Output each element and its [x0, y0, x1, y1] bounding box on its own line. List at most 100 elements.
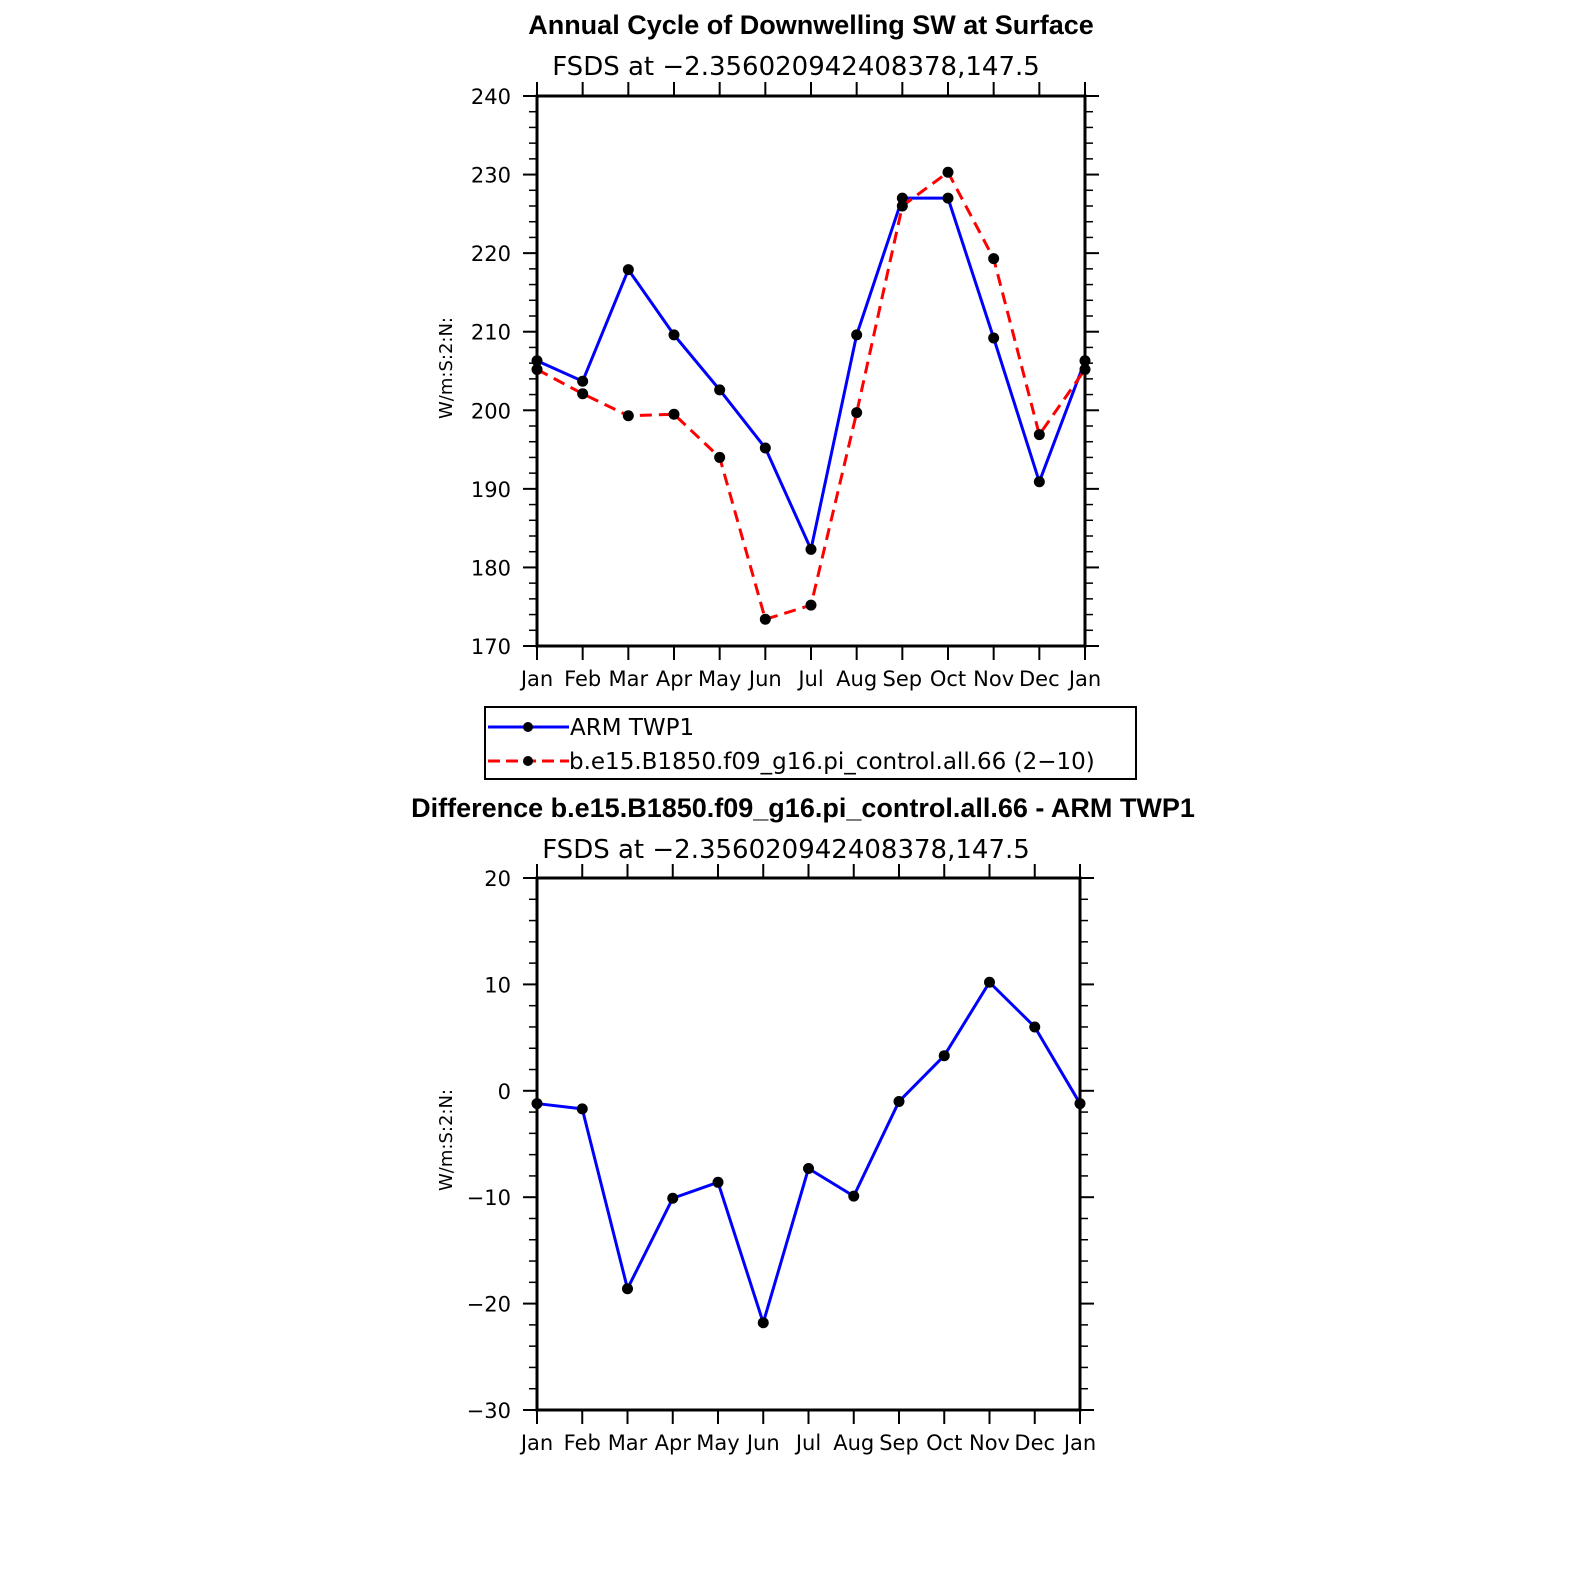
x-tick-label: May [698, 667, 741, 691]
chart2-series [531, 976, 1086, 1329]
x-tick-label: Aug [836, 667, 877, 691]
chart1-y-axis-label: W/m:S:2:N: [436, 317, 457, 419]
x-tick-label: Oct [926, 1431, 962, 1455]
data-point [714, 451, 726, 463]
data-point [759, 442, 771, 454]
data-point [988, 332, 1000, 344]
chart1-subtitle: FSDS at −2.356020942408378,147.5 [552, 52, 1040, 82]
legend-arm-label: ARM TWP1 [570, 715, 694, 741]
x-tick-label: Nov [973, 667, 1014, 691]
x-tick-label: Dec [1014, 1431, 1055, 1455]
x-tick-label: Sep [879, 1431, 919, 1455]
x-tick-label: Jul [794, 1431, 821, 1455]
data-point [984, 976, 995, 988]
data-point [622, 410, 634, 422]
data-point [759, 613, 771, 625]
chart2-axes [523, 864, 1094, 1424]
data-point [803, 1162, 814, 1174]
data-point [805, 543, 817, 555]
data-point [531, 363, 543, 375]
x-tick-label: Mar [608, 1431, 648, 1455]
data-point [531, 355, 543, 367]
data-point [848, 1190, 860, 1202]
series-line-0 [536, 980, 1082, 1325]
plot-frame [535, 876, 1082, 1412]
data-point [942, 192, 954, 204]
data-point [712, 1176, 724, 1188]
data-point [896, 200, 908, 212]
data-point [1074, 1098, 1086, 1110]
y-tick-label: 10 [484, 973, 511, 997]
legend-box [484, 706, 1137, 780]
chart2-y-axis-label: W/m:S:2:N: [436, 1089, 457, 1191]
data-point [942, 166, 954, 178]
y-tick-label: −10 [467, 1186, 511, 1210]
data-point [896, 192, 908, 204]
data-point [1079, 355, 1091, 367]
y-tick-label: 170 [471, 635, 511, 659]
data-point [1079, 363, 1091, 375]
legend-model-marker [523, 756, 533, 766]
data-point [805, 599, 817, 611]
x-tick-label: Apr [655, 1431, 692, 1455]
y-tick-label: 190 [471, 478, 511, 502]
data-point [893, 1095, 905, 1107]
data-point [1029, 1021, 1041, 1033]
x-tick-label: Sep [883, 667, 923, 691]
data-point [714, 384, 726, 396]
y-tick-label: 240 [471, 85, 511, 109]
data-point [988, 253, 1000, 265]
legend-arm-marker [523, 722, 533, 732]
y-tick-label: 180 [471, 556, 511, 580]
data-point [668, 408, 680, 420]
x-tick-label: Mar [609, 667, 649, 691]
data-point [938, 1050, 950, 1062]
y-tick-label: 210 [471, 321, 511, 345]
x-tick-label: May [696, 1431, 739, 1455]
y-tick-label: −20 [467, 1293, 511, 1317]
chart1-series [531, 166, 1091, 625]
difference-chart: Difference b.e15.B1850.f09_g16.pi_contro… [411, 793, 1195, 1455]
x-tick-label: Dec [1019, 667, 1060, 691]
y-tick-label: 220 [471, 242, 511, 266]
chart1-axes [523, 82, 1099, 660]
x-tick-label: Jul [796, 667, 823, 691]
y-tick-label: −30 [467, 1399, 511, 1423]
data-point [577, 388, 589, 400]
y-tick-label: 0 [498, 1080, 511, 1104]
legend-model-label: b.e15.B1850.f09_g16.pi_control.all.66 (2… [569, 749, 1095, 775]
y-tick-label: 200 [471, 399, 511, 423]
data-point [622, 264, 634, 276]
data-point [1033, 476, 1045, 488]
x-tick-label: Jan [519, 1431, 553, 1455]
data-point [668, 329, 680, 341]
data-point [757, 1317, 769, 1329]
x-tick-label: Feb [564, 667, 601, 691]
annual-cycle-chart: Annual Cycle of Downwelling SW at Surfac… [436, 10, 1101, 691]
y-tick-label: 230 [471, 164, 511, 188]
x-tick-label: Feb [564, 1431, 601, 1455]
x-tick-label: Jun [745, 1431, 780, 1455]
chart1-title: Annual Cycle of Downwelling SW at Surfac… [528, 10, 1094, 40]
x-tick-label: Jan [1067, 667, 1101, 691]
chart2-title: Difference b.e15.B1850.f09_g16.pi_contro… [411, 793, 1195, 823]
data-point [851, 407, 863, 419]
data-point [576, 1103, 588, 1115]
x-tick-label: Nov [969, 1431, 1010, 1455]
x-tick-label: Aug [833, 1431, 874, 1455]
y-tick-label: 20 [484, 867, 511, 891]
x-tick-label: Jan [519, 667, 553, 691]
chart2-subtitle: FSDS at −2.356020942408378,147.5 [542, 835, 1030, 865]
data-point [667, 1192, 679, 1204]
x-tick-label: Jan [1062, 1431, 1096, 1455]
x-tick-label: Jun [747, 667, 782, 691]
data-point [1033, 429, 1045, 441]
series-line-0 [536, 196, 1087, 551]
data-point [622, 1283, 633, 1295]
x-tick-label: Apr [656, 667, 693, 691]
x-tick-label: Oct [930, 667, 966, 691]
chart2-tick-labels: −30 −20 −10 0 10 20 Jan Feb Mar Apr May Jun Jul Aug Se… [467, 867, 1097, 1455]
legend: ARM TWP1 b.e15.B1850.f09_g16.pi_control.… [484, 706, 1137, 780]
